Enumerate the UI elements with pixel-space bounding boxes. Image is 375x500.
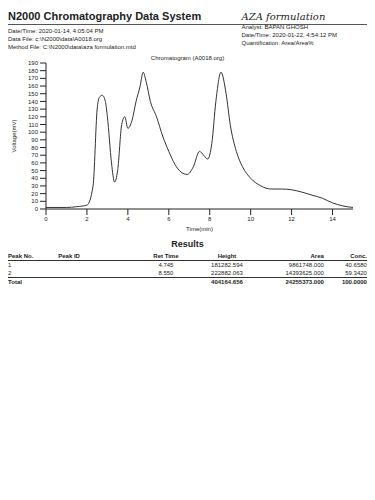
html-text:Data File: c:\N2000\data\A0018: Data File: c:\N2000\data\A0018.org	[8, 36, 103, 42]
html-text:Results: Results	[171, 239, 204, 249]
html-text:Area: Area	[310, 253, 324, 259]
html-text:Chromatogram (A0018.org): Chromatogram (A0018.org)	[150, 55, 225, 61]
html-text:14393625.000: 14393625.000	[285, 270, 324, 276]
html-text:Date/Time: 2020-01-14, 4:05:04: Date/Time: 2020-01-14, 4:05:04 PM	[8, 28, 104, 34]
svg-text:100: 100	[28, 129, 39, 135]
svg-text:12: 12	[288, 216, 295, 222]
html-text:24255373.000: 24255373.000	[285, 279, 324, 285]
svg-text:160: 160	[28, 83, 39, 89]
html-text:59.3420: 59.3420	[345, 270, 367, 276]
html-text:Peak No.: Peak No.	[8, 253, 34, 259]
svg-text:10: 10	[247, 216, 254, 222]
svg-text:30: 30	[31, 183, 38, 189]
svg-text:130: 130	[28, 106, 39, 112]
html-text:Method File: C:\N2000\data\aza: Method File: C:\N2000\data\aza formulati…	[8, 44, 136, 50]
svg-text:2: 2	[85, 216, 89, 222]
html-text:N2000 Chromatography Data Syst: N2000 Chromatography Data System	[8, 10, 202, 22]
svg-text:140: 140	[28, 99, 39, 105]
html-text:2: 2	[8, 270, 12, 276]
svg-text:50: 50	[31, 168, 38, 174]
svg-text:150: 150	[28, 91, 39, 97]
svg-text:40: 40	[31, 175, 38, 181]
html-text:100.0000: 100.0000	[341, 279, 367, 285]
html-text:Analyst: BAPAN GHOSH: Analyst: BAPAN GHOSH	[241, 24, 309, 30]
html-text:Date/Time: 2020-01-22, 4:54:12: Date/Time: 2020-01-22, 4:54:12 PM	[241, 32, 337, 38]
svg-text:60: 60	[31, 160, 38, 166]
html-text:404164.656: 404164.656	[211, 279, 243, 285]
html-text:Conc.: Conc.	[350, 253, 367, 259]
html-text:40.6580: 40.6580	[345, 262, 367, 268]
svg-text:120: 120	[28, 114, 39, 120]
html-text:Total: Total	[8, 279, 22, 285]
svg-text:Time(min): Time(min)	[186, 226, 213, 232]
html-text:Peak ID: Peak ID	[58, 253, 80, 259]
svg-text:8: 8	[208, 216, 212, 222]
svg-text:6: 6	[167, 216, 171, 222]
svg-text:Voltage(mV): Voltage(mV)	[11, 119, 17, 152]
html-text:9861748.000: 9861748.000	[288, 262, 324, 268]
svg-text:110: 110	[28, 122, 38, 128]
svg-text:180: 180	[28, 68, 39, 74]
svg-text:190: 190	[28, 60, 39, 66]
svg-text:0: 0	[35, 206, 39, 212]
html-text:4.745: 4.745	[158, 262, 174, 268]
svg-text:70: 70	[31, 152, 38, 158]
svg-text:80: 80	[31, 145, 38, 151]
svg-text:170: 170	[28, 75, 39, 81]
html-text:1: 1	[8, 262, 12, 268]
svg-text:14: 14	[329, 216, 336, 222]
html-text:222882.063: 222882.063	[211, 270, 243, 276]
svg-text:20: 20	[31, 191, 38, 197]
html-text:AZA formulation: AZA formulation	[241, 11, 326, 22]
svg-text:90: 90	[31, 137, 38, 143]
html-text:Ret Time: Ret Time	[153, 253, 179, 259]
svg-text:4: 4	[126, 216, 130, 222]
html-text:Quantification: Area/Area%: Quantification: Area/Area%	[241, 40, 314, 46]
html-text:181282.594: 181282.594	[211, 262, 243, 268]
svg-text:10: 10	[31, 198, 38, 204]
html-text:8.550: 8.550	[158, 270, 174, 276]
html-text:Height: Height	[217, 253, 237, 259]
svg-text:0: 0	[44, 216, 48, 222]
